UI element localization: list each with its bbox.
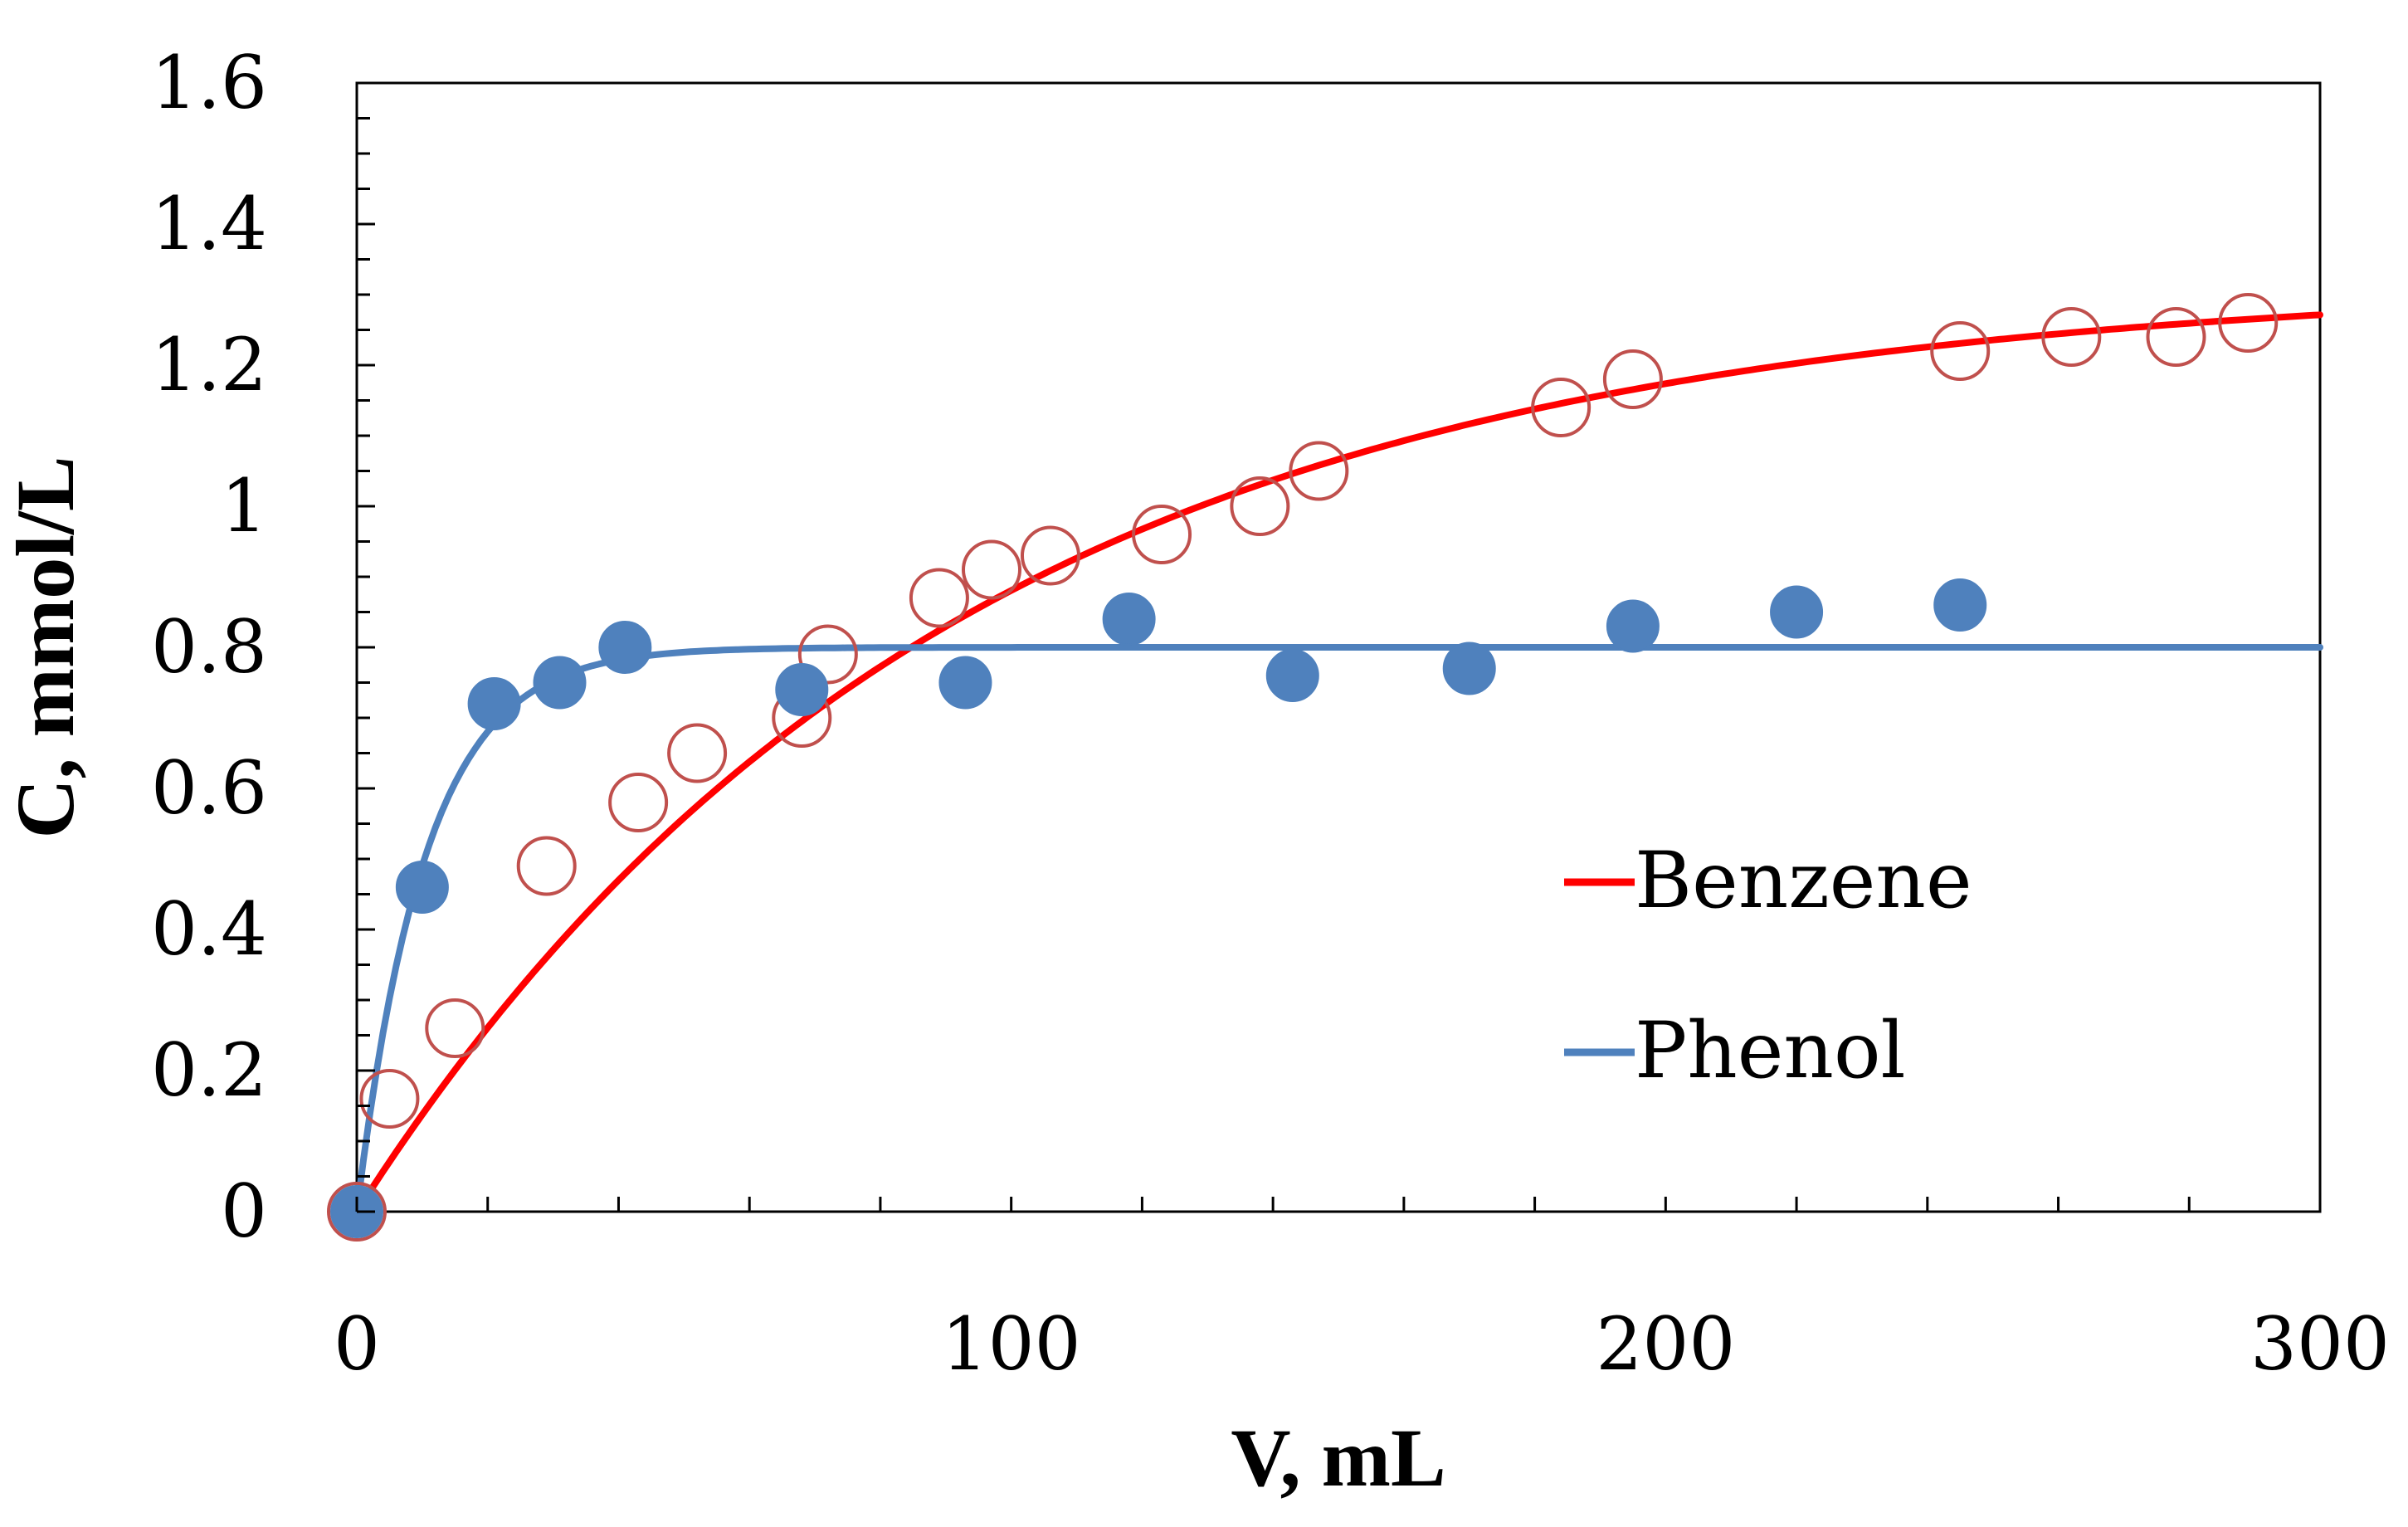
y-tick-label: 1.2 xyxy=(151,322,267,407)
data-point-benzene xyxy=(359,1069,420,1129)
data-point-phenol xyxy=(467,677,521,730)
y-tick-label: 0.4 xyxy=(151,886,267,972)
data-point-benzene xyxy=(1531,378,1592,437)
data-point-benzene xyxy=(667,723,728,783)
data-point-phenol xyxy=(1606,599,1660,653)
data-point-benzene xyxy=(2218,293,2279,353)
ticks: 0 100 200 300 0 0.2 0.4 0.6 0.8 1 1.2 1.4 1.6 xyxy=(151,40,2390,1387)
y-tick-label: 0.6 xyxy=(151,745,267,831)
fit-line-benzene xyxy=(353,311,2323,1215)
data-point-phenol xyxy=(1442,642,1496,695)
x-tick-label: 100 xyxy=(942,1301,1081,1387)
data-point-phenol xyxy=(1770,585,1824,639)
fit-lines xyxy=(353,311,2323,1215)
data-point-phenol xyxy=(395,861,449,914)
legend: Benzene Phenol xyxy=(1564,836,1972,1096)
data-point-benzene xyxy=(1230,476,1290,536)
y-tick-label: 1 xyxy=(221,463,267,549)
data-point-benzene xyxy=(1289,441,1349,501)
data-point-benzene xyxy=(2041,307,2102,367)
data-point-benzene xyxy=(797,624,858,685)
data-point-benzene xyxy=(2146,307,2206,367)
markers xyxy=(327,293,2279,1242)
y-tick-label: 1.4 xyxy=(151,181,267,266)
data-point-phenol xyxy=(1102,593,1156,646)
data-point-phenol xyxy=(533,656,587,710)
data-point-phenol xyxy=(775,663,829,716)
x-axis-title: V, mL xyxy=(1231,1412,1445,1504)
data-point-benzene xyxy=(1020,525,1080,586)
data-point-benzene xyxy=(1930,321,1991,381)
legend-label-benzene: Benzene xyxy=(1635,836,1972,926)
y-tick-label: 1.6 xyxy=(151,40,267,125)
data-point-phenol xyxy=(1265,649,1319,702)
x-tick-label: 200 xyxy=(1596,1301,1735,1387)
y-tick-label: 0.2 xyxy=(151,1027,267,1113)
data-point-phenol xyxy=(598,621,652,674)
y-axis-title: C, mmol/L xyxy=(0,456,91,838)
x-tick-label: 0 xyxy=(334,1301,380,1387)
data-point-phenol xyxy=(938,656,992,710)
legend-label-phenol: Phenol xyxy=(1635,1006,1906,1096)
data-point-benzene xyxy=(1132,505,1192,564)
x-tick-label: 300 xyxy=(2250,1301,2390,1387)
fit-line-phenol xyxy=(353,644,2323,1215)
y-tick-label: 0 xyxy=(221,1168,267,1254)
data-point-benzene xyxy=(516,836,577,896)
y-tick-label: 0.8 xyxy=(151,604,267,690)
data-point-benzene xyxy=(909,568,969,628)
data-point-benzene xyxy=(962,539,1022,600)
data-point-phenol xyxy=(1933,578,1987,632)
data-point-benzene xyxy=(608,773,669,832)
data-point-benzene xyxy=(425,998,485,1058)
data-point-benzene xyxy=(1602,349,1663,409)
data-point-benzene xyxy=(327,1182,387,1242)
